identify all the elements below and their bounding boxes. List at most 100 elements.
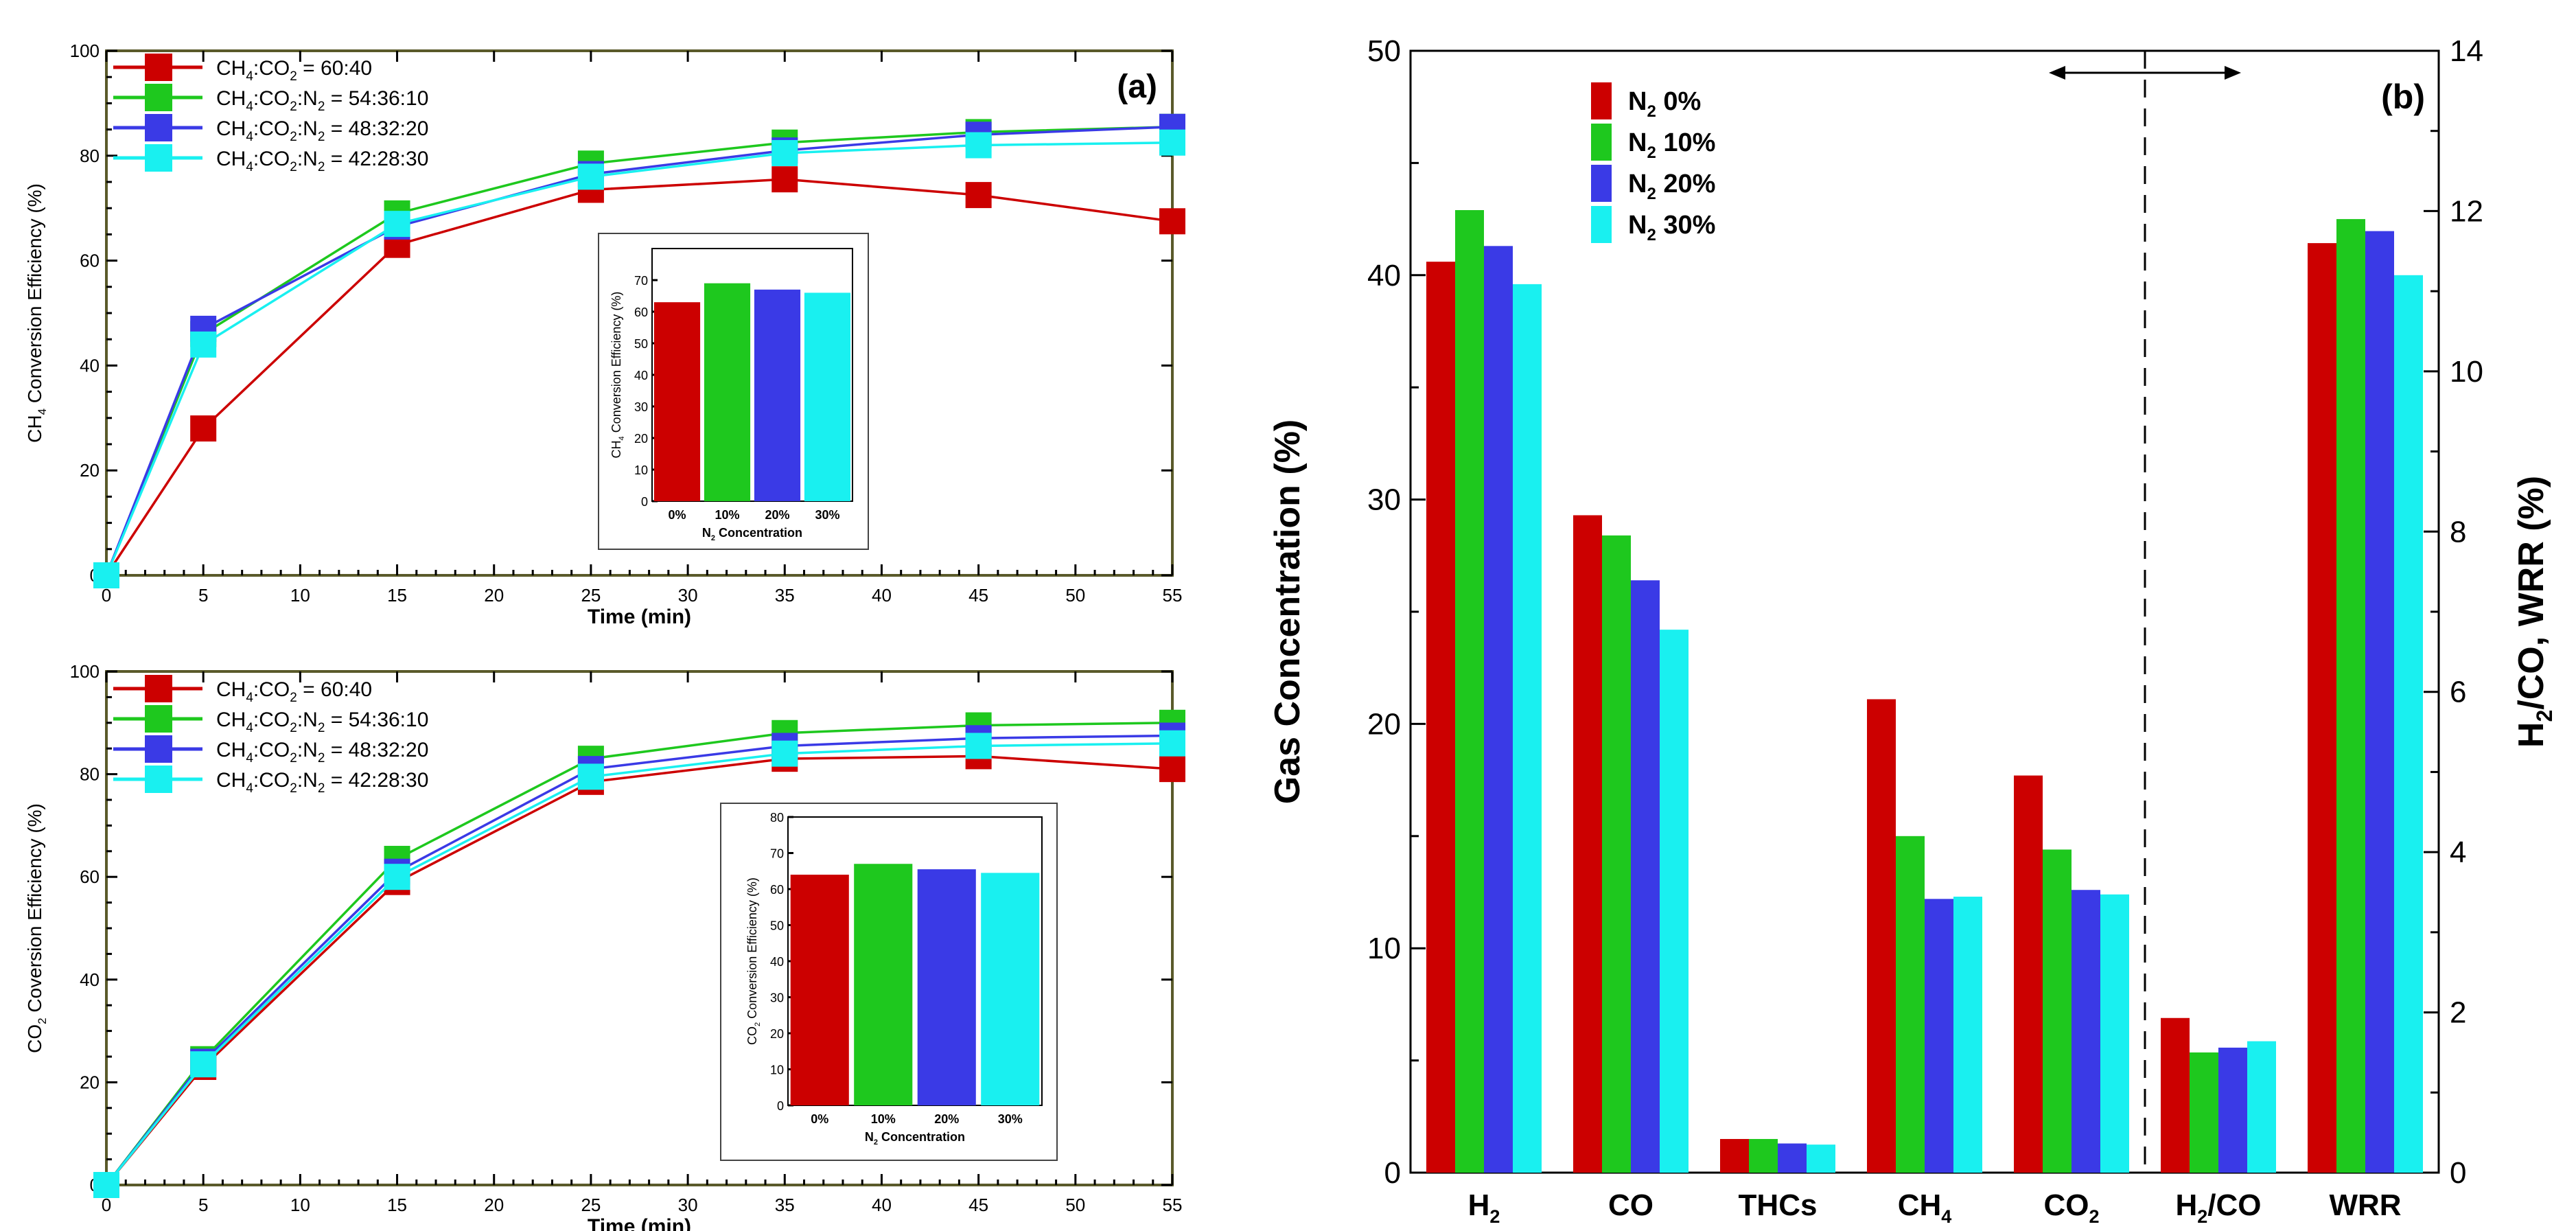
inset-y-axis-title: CO2 Conversion Efficiency (%) — [745, 877, 762, 1045]
x-tick-label: THCs — [1739, 1188, 1818, 1222]
y-axis-title: CH4 Conversion Efficiency (%) — [24, 183, 49, 443]
legend-label-n30-part: 2 — [318, 160, 325, 174]
legend-label-n0-part: CH — [216, 57, 246, 80]
legend-label-n20-part: 2 — [290, 130, 297, 144]
y-right-tick-label: 10 — [2450, 355, 2483, 389]
bar-n0 — [1426, 262, 1455, 1173]
y-tick-label: 40 — [80, 355, 100, 376]
inset-y-tick-label: 30 — [770, 991, 784, 1005]
x-tick-label: 50 — [1065, 585, 1085, 606]
legend-label-n0-part: 2 — [290, 69, 297, 84]
y-tick-label: 10 — [1367, 932, 1401, 965]
legend-label-n0: CH4:CO2 = 60:40 — [216, 57, 372, 84]
y-axis-title-part: 2 — [36, 1017, 49, 1024]
legend-label-n0: CH4:CO2 = 60:40 — [216, 678, 372, 705]
x-tick-label-part: 2 — [2089, 1206, 2099, 1227]
x-tick-label: 20 — [484, 585, 504, 606]
inset-y-axis-title-part: Conversion Efficiency (%) — [610, 292, 623, 437]
arrow-head-right — [2225, 66, 2241, 80]
bar-n10 — [1455, 210, 1484, 1173]
legend-label-n20-part: :N — [297, 739, 318, 761]
inset-x-axis-title-part: 2 — [874, 1138, 878, 1147]
x-tick-label: 40 — [872, 585, 892, 606]
bar-n20 — [1925, 899, 1953, 1173]
legend-label-n30-part: 4 — [246, 160, 253, 174]
legend-label-n0-part: 2 — [1647, 102, 1656, 121]
legend-label-n30-part: :CO — [253, 148, 290, 170]
y-right-tick-label: 12 — [2450, 194, 2483, 228]
legend-marker-n20 — [145, 735, 172, 763]
legend-label-n30: CH4:CO2:N2 = 42:28:30 — [216, 769, 428, 796]
x-tick-label: 5 — [198, 585, 208, 606]
legend-label-n10-part: 2 — [318, 721, 325, 735]
x-tick-label: 5 — [198, 1195, 208, 1215]
inset-y-tick-label: 50 — [634, 337, 648, 351]
legend-label-n30-part: :CO — [253, 769, 290, 792]
legend-label-n10-part: 4 — [246, 721, 253, 735]
y-right-axis-title: H2/CO, WRR (%) — [2511, 476, 2557, 748]
y-tick-label: 100 — [70, 661, 100, 682]
y-axis-title-part: 4 — [36, 409, 49, 415]
data-point-n30 — [577, 763, 604, 790]
x-tick-label: 45 — [968, 585, 988, 606]
x-tick-label: 40 — [872, 1195, 892, 1215]
inset-y-tick-label: 40 — [770, 955, 784, 969]
legend-label-n30: N2 30% — [1628, 211, 1715, 244]
legend-label-n20-part: = 48:32:20 — [325, 739, 428, 761]
legend-marker-n10 — [145, 705, 172, 733]
inset-y-tick-label: 60 — [634, 306, 648, 319]
inset-bar-n20 — [754, 289, 801, 501]
x-tick-label-part: 4 — [1941, 1206, 1951, 1227]
y-right-axis-title-part: 2 — [2532, 710, 2557, 722]
data-point-n0 — [965, 182, 992, 209]
x-tick-label-part: /CO — [2207, 1188, 2261, 1222]
inset-x-axis-title: N2 Concentration — [702, 526, 802, 542]
inset-y-tick-label: 30 — [634, 400, 648, 414]
legend-label-n10-part: 2 — [290, 721, 297, 735]
legend-label-n30-part: 2 — [290, 781, 297, 796]
data-point-n30 — [1159, 730, 1185, 757]
x-tick-label: 0 — [102, 585, 111, 606]
inset-y-tick-label: 0 — [777, 1099, 784, 1113]
y-right-axis-title-part: /CO, WRR (%) — [2511, 476, 2551, 710]
bar-n20 — [1778, 1143, 1807, 1173]
legend-label-n10-part: :N — [297, 87, 318, 110]
data-point-n30 — [771, 139, 798, 166]
y-tick-label: 20 — [80, 1072, 100, 1092]
inset-x-tick-label: 30% — [998, 1112, 1023, 1126]
y-axis-title: Gas Concentration (%) — [1268, 419, 1308, 805]
y-right-tick-label: 8 — [2450, 515, 2466, 549]
bar-n20 — [2072, 890, 2100, 1173]
y-axis-title-part: Coversion Efficiency (%) — [24, 803, 45, 1017]
legend-label-n10-part: 4 — [246, 100, 253, 114]
legend-label-n20-part: :N — [297, 117, 318, 140]
y-right-tick-label: 2 — [2450, 996, 2466, 1030]
bar-n0 — [1573, 515, 1602, 1173]
y-tick-label: 0 — [1384, 1156, 1401, 1190]
inset-x-tick-label: 20% — [934, 1112, 959, 1126]
data-point-n30 — [384, 211, 410, 238]
data-point-n30 — [190, 331, 217, 358]
legend-label-n20-part: N — [1628, 170, 1647, 198]
legend-marker-n0 — [145, 54, 172, 81]
legend-label-n10-part: :CO — [253, 709, 290, 731]
inset-x-axis-title-part: N — [865, 1130, 874, 1144]
legend-label-n10-part: CH — [216, 709, 246, 731]
y-tick-label: 100 — [70, 41, 100, 61]
legend-label-n30-part: 2 — [318, 781, 325, 796]
bar-n20 — [1484, 246, 1513, 1173]
bar-n30 — [1660, 630, 1689, 1173]
legend-label-n20: N2 20% — [1628, 170, 1715, 203]
legend-label-n0-part: 2 — [290, 691, 297, 705]
inset-x-axis-title-part: N — [702, 526, 711, 540]
legend-label-n10-part: 10% — [1656, 128, 1716, 157]
inset-y-tick-label: 60 — [770, 883, 784, 897]
legend-label-n30-part: :N — [297, 148, 318, 170]
inset-bar-n30 — [981, 873, 1040, 1105]
legend-label-n10: CH4:CO2:N2 = 54:36:10 — [216, 87, 428, 114]
legend-label-n10-part: :CO — [253, 87, 290, 110]
legend-label-n10: N2 10% — [1628, 128, 1715, 162]
data-point-n30 — [93, 1172, 119, 1198]
bar-n10 — [1749, 1138, 1778, 1173]
